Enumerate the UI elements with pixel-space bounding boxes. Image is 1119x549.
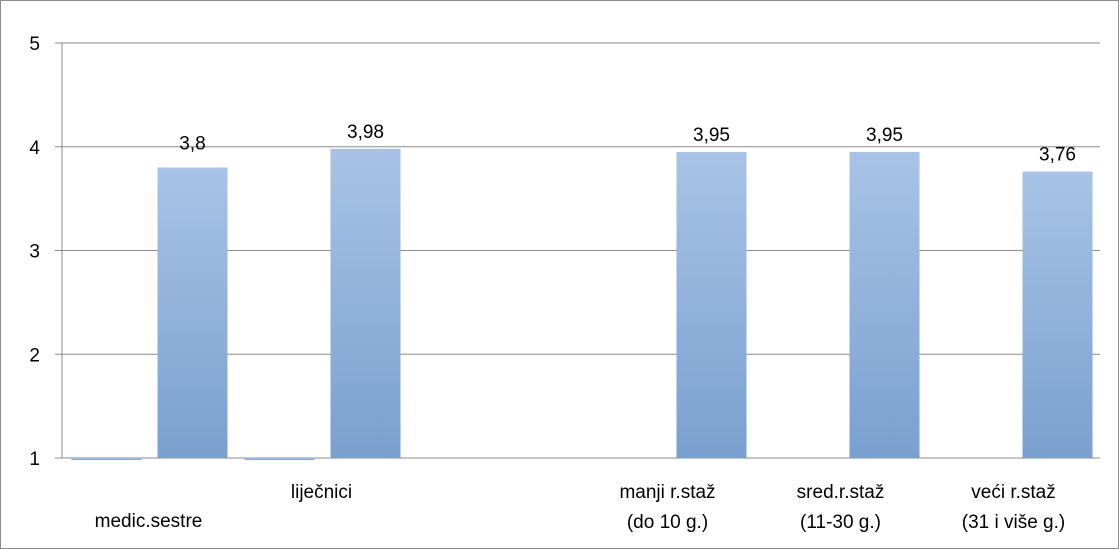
data-label: 3,98 (347, 122, 384, 143)
x-category-label: medic.sestre (95, 511, 203, 532)
x-category-label: (31 i više g.) (962, 512, 1065, 533)
y-tick-label: 5 (29, 34, 40, 55)
bar (71, 458, 142, 460)
x-category-label: veći r.staž (971, 482, 1055, 503)
data-label: 3,8 (179, 134, 205, 155)
bar (849, 151, 920, 458)
x-category-label: manji r.staž (619, 482, 715, 503)
data-label: 3,76 (1039, 145, 1076, 166)
y-tick-label: 2 (29, 345, 40, 366)
x-category-label: (11-30 g.) (800, 512, 881, 533)
x-category-label: (do 10 g.) (627, 512, 708, 533)
data-label: 3,95 (866, 125, 903, 146)
y-tick-label: 1 (29, 449, 40, 470)
x-category-label: sred.r.staž (797, 482, 885, 503)
bar (676, 151, 747, 458)
x-category-label: liječnici (291, 482, 352, 503)
bar (1022, 171, 1093, 458)
bar (330, 148, 401, 458)
bar (244, 458, 315, 460)
y-tick-label: 4 (29, 138, 40, 159)
data-label: 3,95 (693, 125, 730, 146)
bar (157, 167, 228, 458)
y-tick-label: 3 (29, 242, 40, 263)
